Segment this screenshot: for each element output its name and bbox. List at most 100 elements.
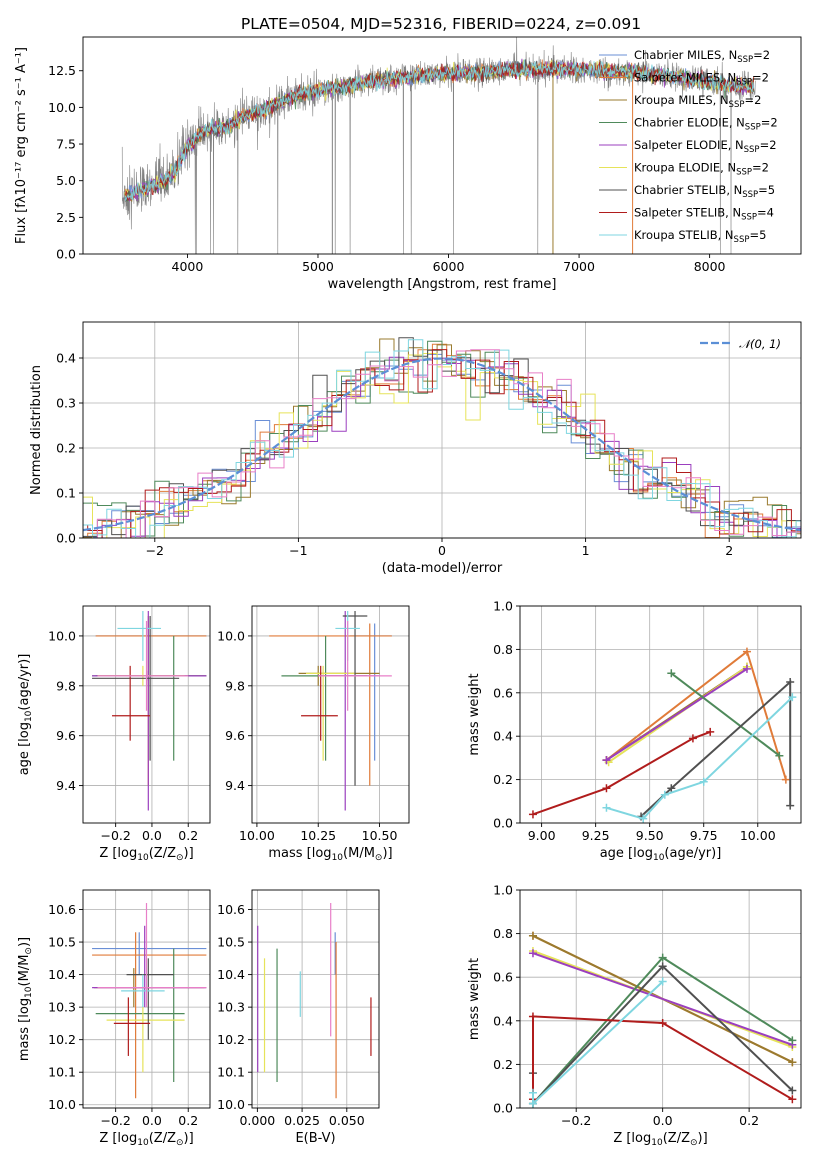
label-part: (age/yr)] bbox=[17, 654, 32, 711]
y-tick-label: 0.3 bbox=[56, 396, 76, 411]
label-part: 0 bbox=[657, 1138, 663, 1148]
mass-weight-marker bbox=[788, 1086, 797, 1095]
mass-weight-marker bbox=[786, 801, 795, 810]
y-tick-label: 10.5 bbox=[48, 935, 76, 950]
x-tick-label: 8000 bbox=[694, 259, 726, 274]
y-tick-label: 10.0 bbox=[48, 628, 76, 643]
y-axis-label: age [log10(age/yr)] bbox=[17, 654, 34, 776]
y-tick-label: 10.3 bbox=[217, 1000, 245, 1015]
mass-weight-marker bbox=[688, 734, 697, 743]
legend-sub: SSP bbox=[729, 100, 745, 110]
mass-weight-marker bbox=[658, 1018, 667, 1027]
legend-text: Chabrier MILES, N bbox=[634, 48, 737, 62]
mass-vs-metallicity-chart: −0.2 0.0 0.2 10.0 10.1 10.2 10.3 10.4 10.5 10.6 Z … bbox=[17, 889, 211, 1148]
y-tick-label: 0.0 bbox=[56, 531, 76, 546]
x-tick-label: −1 bbox=[289, 543, 307, 558]
legend-sub: SSP bbox=[736, 78, 752, 88]
legend-text: Chabrier ELODIE, N bbox=[634, 116, 745, 130]
mass-weight-line bbox=[606, 696, 794, 820]
y-tick-label: 0.4 bbox=[56, 351, 76, 366]
model-spectrum-line bbox=[124, 59, 755, 202]
y-tick-label: 0.2 bbox=[493, 772, 513, 787]
label-part: )] bbox=[382, 846, 392, 861]
legend-entry: Salpeter MILES, NSSP=2 bbox=[634, 71, 769, 88]
label-part: (age/yr)] bbox=[664, 846, 721, 861]
x-tick-label: 0.2 bbox=[739, 1113, 759, 1128]
y-tick-label: 10.5 bbox=[217, 935, 245, 950]
figure-title: PLATE=0504, MJD=52316, FIBERID=0224, z=0… bbox=[241, 15, 641, 33]
axes-frame bbox=[82, 889, 211, 1109]
mass-weight-marker bbox=[706, 727, 715, 736]
y-tick-label: 0.0 bbox=[56, 247, 76, 262]
legend-text: Kroupa MILES, N bbox=[634, 93, 729, 107]
y-tick-label: 10.4 bbox=[217, 967, 245, 982]
axes-frame bbox=[519, 605, 802, 824]
label-part: wavelength [Angstrom, rest frame] bbox=[328, 277, 557, 292]
errorbars bbox=[92, 610, 207, 811]
legend-entry: 𝒩(0, 1) bbox=[739, 337, 781, 351]
label-part: )] bbox=[17, 937, 32, 947]
x-tick-label: 10.50 bbox=[362, 828, 398, 843]
y-tick-label: 10.1 bbox=[217, 1065, 245, 1080]
y-tick-label: 0.1 bbox=[56, 486, 76, 501]
label-part: 0 bbox=[24, 710, 34, 716]
mass-weight-marker bbox=[742, 647, 751, 656]
label-part: )] bbox=[184, 1131, 194, 1146]
x-tick-label: 0.000 bbox=[239, 1113, 275, 1128]
mass-weight-marker bbox=[528, 1099, 537, 1108]
x-axis-label: (data-model)/error bbox=[382, 561, 503, 576]
mass-weight-marker bbox=[742, 664, 751, 673]
legend-text: Kroupa STELIB, N bbox=[634, 228, 734, 242]
y-axis-label: Flux [fλ10⁻¹⁷ erg cm⁻² s⁻¹ A⁻¹] bbox=[14, 47, 29, 244]
errorbars bbox=[257, 903, 372, 1099]
y-tick-label: 10.6 bbox=[217, 902, 245, 917]
mass-weight-marker bbox=[699, 777, 708, 786]
y-tick-label: 9.4 bbox=[56, 778, 76, 793]
legend-entry: Chabrier MILES, NSSP=2 bbox=[634, 48, 770, 65]
mass-weight-marker bbox=[788, 693, 797, 702]
x-tick-label: −2 bbox=[146, 543, 164, 558]
legend-tail: =4 bbox=[757, 206, 774, 220]
label-part: ⊙ bbox=[176, 1138, 184, 1148]
x-axis-label: Z [log10(Z/Z⊙)] bbox=[99, 1131, 193, 1148]
y-tick-label: 0.2 bbox=[56, 441, 76, 456]
y-tick-label: 10.4 bbox=[48, 967, 76, 982]
mass-weight-marker bbox=[658, 977, 667, 986]
legend-entry: Chabrier STELIB, NSSP=5 bbox=[634, 183, 775, 200]
axes-frame bbox=[519, 889, 802, 1109]
x-tick-label: 10.25 bbox=[300, 828, 336, 843]
mass-vs-ebv-chart: 0.000 0.025 0.050 10.0 10.1 10.2 10.3 10.4 10.5 1… bbox=[217, 889, 380, 1146]
legend-text: Salpeter MILES, N bbox=[634, 71, 736, 85]
y-tick-label: 9.4 bbox=[225, 778, 245, 793]
legend-entry: Chabrier ELODIE, NSSP=2 bbox=[634, 116, 778, 133]
x-tick-label: 0.0 bbox=[653, 1113, 673, 1128]
y-tick-label: 10.1 bbox=[48, 1065, 76, 1080]
mass-weight-marker bbox=[602, 784, 611, 793]
label-part: (M/M bbox=[17, 955, 32, 987]
y-tick-label: 0.4 bbox=[493, 1013, 513, 1028]
x-tick-label: 10.00 bbox=[740, 828, 776, 843]
x-tick-label: 0.050 bbox=[329, 1113, 365, 1128]
x-tick-label: 1 bbox=[582, 543, 590, 558]
histograms bbox=[83, 337, 801, 538]
legend-entry: Kroupa STELIB, NSSP=5 bbox=[634, 228, 766, 245]
y-tick-label: 10.0 bbox=[48, 100, 76, 115]
weight-vs-age-chart: 9.00 9.25 9.50 9.75 10.00 0.0 0.2 0.4 0.6 0.8 1.0 a… bbox=[467, 599, 802, 863]
residual-histogram-step bbox=[83, 343, 801, 538]
mass-weight-marker bbox=[658, 962, 667, 971]
y-tick-label: 0.0 bbox=[493, 816, 513, 831]
legend-tail: =2 bbox=[744, 93, 761, 107]
x-tick-label: 2 bbox=[725, 543, 733, 558]
legend-tail: =5 bbox=[749, 228, 766, 242]
legend-text: Salpeter ELODIE, N bbox=[634, 138, 744, 152]
errorbars bbox=[92, 903, 207, 1099]
mass-weight-marker bbox=[658, 953, 667, 962]
mass-weight-marker bbox=[528, 1012, 537, 1021]
y-tick-label: 2.5 bbox=[56, 210, 76, 225]
y-axis-label: mass [log10(M/M⊙)] bbox=[17, 937, 34, 1061]
x-axis-label: age [log10(age/yr)] bbox=[600, 846, 722, 863]
y-tick-label: 0.6 bbox=[493, 685, 513, 700]
label-part: 0 bbox=[143, 853, 149, 863]
y-tick-label: 0.4 bbox=[493, 729, 513, 744]
